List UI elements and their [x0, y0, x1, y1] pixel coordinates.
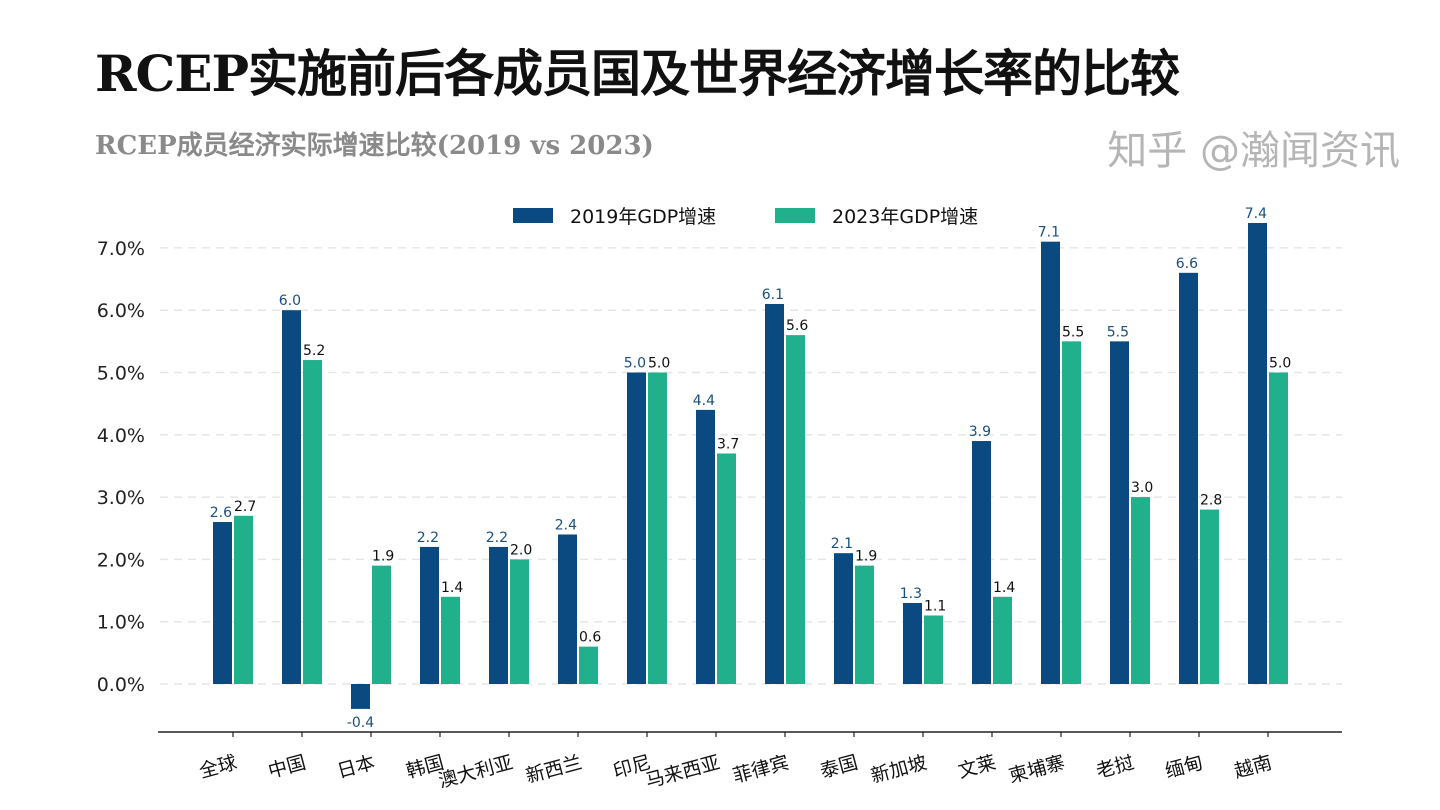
bar-2019 [1179, 272, 1198, 684]
data-label: 6.1 [762, 287, 784, 303]
bar-2019 [1110, 341, 1129, 684]
y-tick-label: 4.0% [97, 425, 145, 447]
bar-2019 [282, 310, 301, 684]
y-tick-label: 6.0% [97, 300, 145, 322]
data-label: 2.2 [417, 530, 439, 546]
data-label: 7.1 [1038, 225, 1060, 241]
data-label: 5.0 [1269, 356, 1291, 372]
y-tick-label: 5.0% [97, 363, 145, 385]
bar-2023 [924, 615, 943, 684]
bar-2019 [834, 553, 853, 684]
bar-2023 [1131, 497, 1150, 684]
x-tick-label: 柬埔寨 [1007, 752, 1068, 788]
legend-label: 2019年GDP增速 [570, 206, 716, 228]
legend-swatch [775, 208, 815, 223]
legend-label: 2023年GDP增速 [832, 206, 978, 228]
bar-2023 [1200, 509, 1219, 684]
legend-swatch [513, 208, 553, 223]
data-label: 2.0 [510, 542, 532, 558]
x-tick-label: 中国 [266, 752, 308, 783]
x-tick-label: 泰国 [818, 752, 860, 783]
x-tick-label: 马来西亚 [643, 752, 722, 793]
x-tick-label: 日本 [335, 752, 377, 783]
bar-2023 [303, 360, 322, 684]
data-label: 2.2 [486, 530, 508, 546]
bar-2023 [717, 453, 736, 684]
bar-2023 [1062, 341, 1081, 684]
bar-2023 [579, 646, 598, 684]
data-label: 3.9 [969, 424, 991, 440]
x-tick-label: 缅甸 [1163, 752, 1205, 783]
data-label: 1.4 [993, 580, 1015, 596]
data-label: 6.6 [1176, 256, 1198, 272]
bar-2019 [972, 441, 991, 684]
bar-2023 [648, 372, 667, 684]
data-label: 5.0 [648, 356, 670, 372]
data-label: 5.2 [303, 343, 325, 359]
bar-2023 [372, 565, 391, 684]
data-label: 3.7 [717, 436, 739, 452]
bar-2023 [441, 596, 460, 684]
data-label: 1.1 [924, 598, 946, 614]
bar-2019 [420, 546, 439, 684]
watermark: 知乎 @瀚闻资讯 [1107, 128, 1400, 174]
x-tick-label: 新西兰 [524, 752, 585, 788]
data-label: 1.9 [372, 549, 394, 565]
data-label: 5.6 [786, 318, 808, 334]
bar-2019 [489, 546, 508, 684]
bar-2019 [696, 409, 715, 684]
x-tick-label: 老挝 [1094, 752, 1136, 783]
x-tick-label: 全球 [197, 752, 239, 783]
data-label: 1.9 [855, 549, 877, 565]
bar-2023 [993, 596, 1012, 684]
y-tick-label: 7.0% [97, 238, 145, 260]
data-label: 5.5 [1062, 324, 1084, 340]
data-label: -0.4 [347, 715, 374, 731]
bar-2023 [786, 335, 805, 684]
x-tick-label: 越南 [1232, 752, 1274, 783]
x-tick-label: 文莱 [956, 752, 998, 783]
bar-2023 [1269, 372, 1288, 684]
bar-2019 [1041, 241, 1060, 685]
data-label: 1.4 [441, 580, 463, 596]
y-tick-label: 1.0% [97, 612, 145, 634]
bar-2019 [903, 603, 922, 684]
bar-2019 [213, 522, 232, 684]
y-tick-label: 3.0% [97, 487, 145, 509]
bar-2019 [627, 372, 646, 684]
data-label: 5.5 [1107, 324, 1129, 340]
bar-2023 [510, 559, 529, 684]
data-label: 4.4 [693, 393, 715, 409]
data-label: 2.7 [234, 499, 256, 515]
bar-2019 [765, 303, 784, 684]
data-label: 1.3 [900, 586, 922, 602]
bar-2023 [234, 515, 253, 684]
x-tick-label: 新加坡 [869, 752, 930, 788]
data-label: 5.0 [624, 356, 646, 372]
y-tick-label: 2.0% [97, 549, 145, 571]
data-label: 7.4 [1245, 206, 1267, 222]
data-label: 0.6 [579, 630, 601, 646]
page-subtitle: RCEP成员经济实际增速比较(2019 vs 2023) [95, 131, 654, 161]
data-label: 2.6 [210, 505, 232, 521]
bar-2023 [855, 565, 874, 684]
bar-2019 [1248, 222, 1267, 685]
data-label: 3.0 [1131, 480, 1153, 496]
bar-2019 [351, 684, 370, 709]
data-label: 6.0 [279, 293, 301, 309]
y-tick-label: 0.0% [97, 674, 145, 696]
data-label: 2.1 [831, 536, 853, 552]
x-tick-label: 菲律宾 [731, 752, 792, 788]
bar-2019 [558, 534, 577, 684]
x-tick-label: 澳大利亚 [436, 752, 515, 793]
data-label: 2.8 [1200, 493, 1222, 509]
data-label: 2.4 [555, 517, 577, 533]
page-title: RCEP实施前后各成员国及世界经济增长率的比较 [95, 44, 1180, 103]
